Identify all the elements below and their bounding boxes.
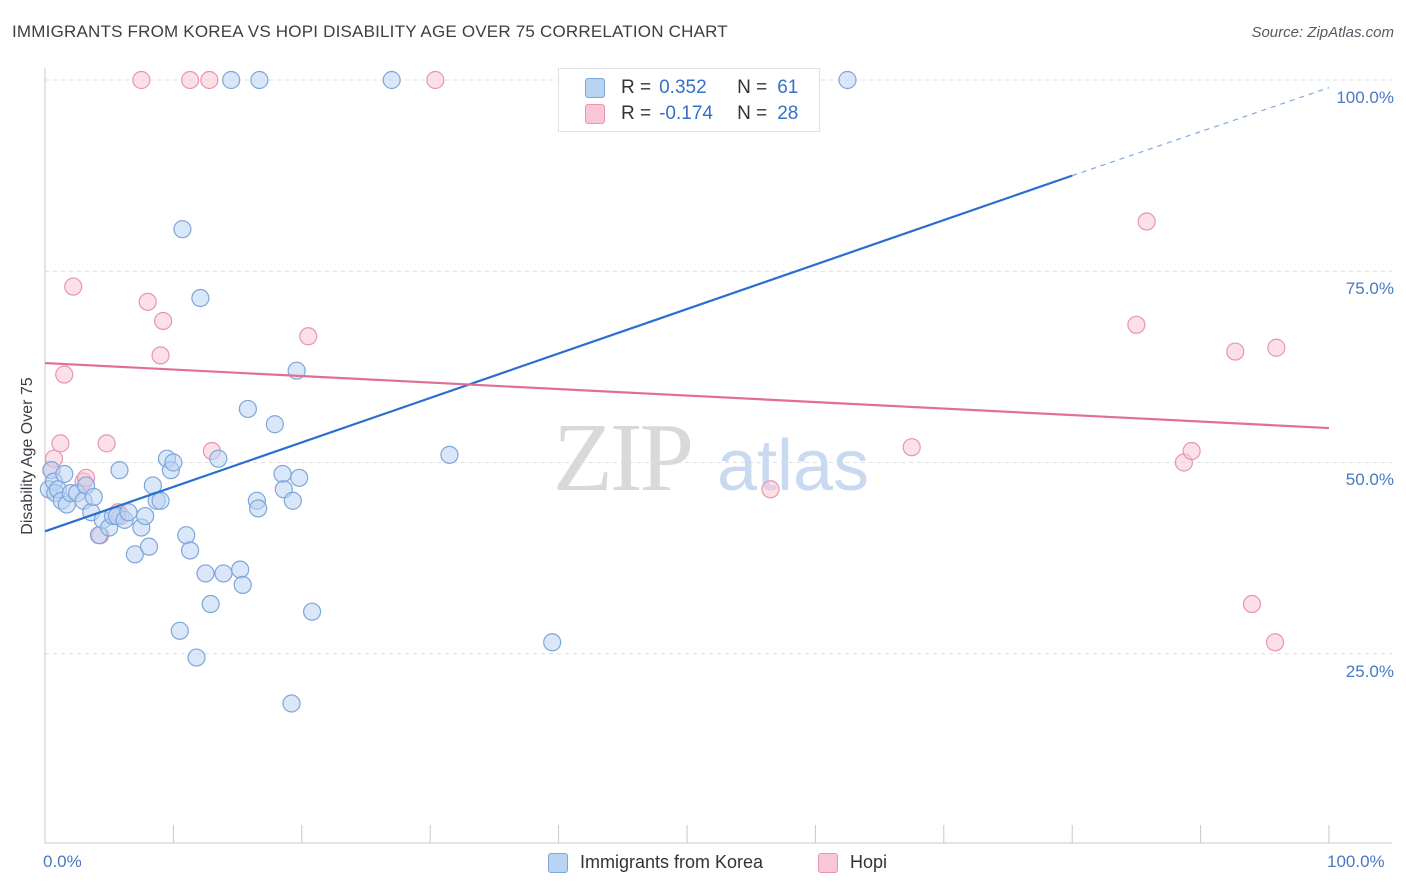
korea-point-58 [440,445,459,464]
korea-point-44 [233,575,252,595]
korea-point-48 [250,70,269,90]
hopi-point-28 [1265,633,1285,652]
korea-point-34 [177,526,196,545]
korea-point-45 [238,399,257,419]
korea-point-60 [838,70,857,90]
legend-n-value: 61 [777,77,799,98]
hopi-point-27 [1242,594,1262,614]
korea-point-50 [273,464,292,484]
korea-point-28 [151,491,170,510]
y-axis-label: Disability Age Over 75 [19,377,36,535]
hopi-point-26 [1226,342,1245,361]
legend-r-value: 0.352 [659,77,707,98]
legend-n-label: N = [737,77,768,98]
y-tick-label-100: 100.0% [1336,88,1394,107]
watermark: ZIP atlas [553,404,869,512]
hopi-point-18 [299,327,318,346]
korea-trend-extension [1072,87,1330,177]
korea-point-33 [173,220,192,239]
hopi-trend-line [44,361,1330,430]
legend-row-hopi: R = -0.174 N = 28 [585,103,798,125]
korea-point-36 [187,648,206,667]
korea-point-56 [302,602,322,621]
legend-swatch-korea [585,78,605,98]
bottom-legend-swatch-hopi [818,852,838,873]
hopi-point-13 [151,346,170,365]
legend-n-label: N = [737,103,768,124]
korea-point-19 [110,461,129,480]
korea-point-49 [265,415,284,434]
korea-point-31 [164,453,183,472]
bottom-legend-label-korea: Immigrants from Korea [580,852,764,872]
korea-point-37 [191,288,210,308]
legend-r-value: -0.174 [659,103,713,124]
hopi-point-12 [138,292,157,311]
hopi-point-16 [200,70,219,90]
hopi-point-11 [132,70,151,90]
y-tick-label-25: 25.0% [1345,662,1394,681]
korea-point-59 [543,633,562,652]
hopi-point-22 [1127,315,1146,334]
series-hopi-points [42,70,1286,652]
bottom-legend-label-hopi: Hopi [850,852,888,872]
hopi-point-4 [64,277,83,296]
korea-point-57 [382,70,401,90]
korea-trend-line [44,174,1073,533]
korea-point-40 [209,449,228,468]
korea-point-25 [139,537,159,556]
bottom-legend-hopi: Hopi [818,852,887,873]
hopi-point-19 [426,70,445,90]
bottom-legend-swatch-korea [548,852,568,873]
korea-point-43 [231,560,250,579]
axes [44,68,1392,844]
bottom-legend-korea: Immigrants from Korea [548,852,763,873]
hopi-point-3 [55,365,74,384]
korea-point-55 [290,468,309,487]
korea-point-39 [201,594,220,614]
watermark-zip: ZIP [553,404,691,512]
korea-point-32 [170,621,189,640]
hopi-point-25 [1182,441,1201,461]
watermark-atlas: atlas [717,426,869,506]
hopi-point-2 [51,434,70,453]
korea-point-21 [119,503,138,522]
korea-point-41 [214,564,233,583]
chart-title: IMMIGRANTS FROM KOREA VS HOPI DISABILITY… [12,22,728,41]
grid-lines [45,79,1392,655]
hopi-point-23 [1137,212,1156,231]
korea-point-24 [136,506,155,526]
y-tick-label-50: 50.0% [1345,470,1394,489]
hopi-point-15 [180,70,200,90]
hopi-point-8 [97,434,116,453]
source-label: Source: ZipAtlas.com [1251,24,1394,41]
trend-lines [44,87,1330,533]
korea-point-47 [249,499,268,518]
legend-swatch-hopi [585,104,605,124]
legend-r-label: R = [621,77,652,98]
korea-point-6 [55,464,74,484]
korea-point-22 [125,545,144,564]
korea-point-38 [196,564,215,583]
korea-point-53 [283,491,302,510]
legend-n-value: 28 [777,103,799,124]
legend-row-korea: R = 0.352 N = 61 [585,77,798,99]
hopi-point-21 [902,438,921,457]
korea-point-52 [282,694,301,713]
legend-r-label: R = [621,103,652,124]
series-korea-points [39,70,857,713]
korea-point-13 [84,487,103,507]
korea-point-42 [222,70,241,90]
hopi-point-14 [154,311,173,331]
legend-box: R = 0.352 N = 61 R = -0.174 N = 28 [558,68,820,132]
hopi-point-20 [761,480,780,499]
x-tick-label-min: 0.0% [43,852,82,871]
x-tick-label-max: 100.0% [1327,852,1385,871]
korea-point-35 [180,541,200,560]
hopi-point-29 [1267,338,1286,357]
y-tick-label-75: 75.0% [1345,279,1394,298]
